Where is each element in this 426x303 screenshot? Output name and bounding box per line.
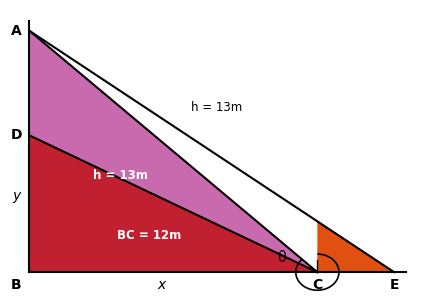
Text: BC = 12m: BC = 12m bbox=[117, 229, 181, 242]
Text: x: x bbox=[157, 278, 166, 292]
Polygon shape bbox=[29, 135, 317, 272]
Text: h = 13m: h = 13m bbox=[93, 169, 148, 182]
Text: A: A bbox=[11, 24, 22, 38]
Text: D: D bbox=[11, 128, 22, 142]
Text: θ: θ bbox=[277, 250, 286, 265]
Text: B: B bbox=[11, 278, 22, 292]
Polygon shape bbox=[317, 221, 394, 272]
Text: E: E bbox=[389, 278, 399, 292]
Polygon shape bbox=[29, 31, 317, 272]
Text: y: y bbox=[12, 189, 20, 203]
Text: C: C bbox=[312, 278, 322, 292]
Text: h = 13m: h = 13m bbox=[191, 101, 242, 114]
